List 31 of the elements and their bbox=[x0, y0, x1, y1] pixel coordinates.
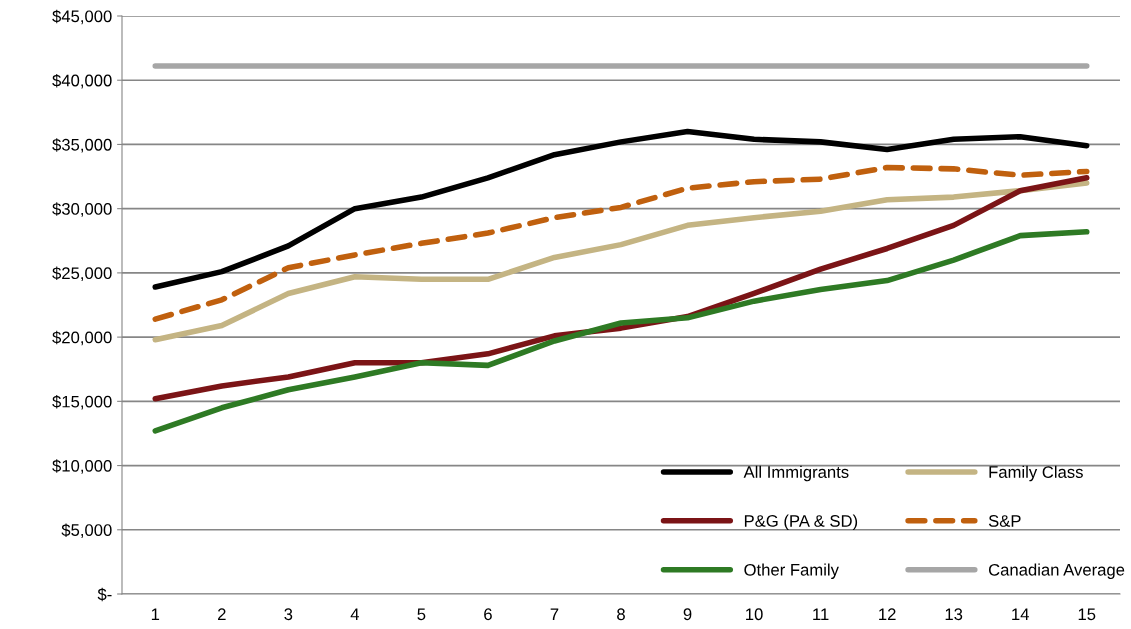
x-tick-label: 7 bbox=[550, 608, 559, 620]
y-tick-label: $25,000 bbox=[52, 266, 112, 282]
x-tick-label: 2 bbox=[218, 608, 226, 620]
x-tick-label: 4 bbox=[350, 608, 360, 620]
y-tick-label: $20,000 bbox=[52, 330, 112, 346]
y-tick-label: $- bbox=[97, 587, 112, 602]
x-tick-label: 8 bbox=[617, 608, 625, 621]
y-tick-label: $15,000 bbox=[52, 395, 112, 410]
y-tick-label: $35,000 bbox=[52, 138, 112, 153]
x-tick-label: 3 bbox=[284, 608, 293, 621]
y-tick-label: $5,000 bbox=[61, 523, 112, 538]
x-tick-label: 11 bbox=[813, 608, 829, 620]
y-tick-label: $10,000 bbox=[52, 459, 112, 474]
legend-label: All Immigrants bbox=[743, 465, 849, 482]
legend-label: Family Class bbox=[989, 465, 1083, 482]
x-tick-label: 12 bbox=[879, 608, 896, 620]
legend-label: Canadian Average bbox=[988, 563, 1125, 579]
y-tick-label: $40,000 bbox=[52, 73, 112, 89]
x-tick-label: 6 bbox=[484, 608, 492, 621]
x-tick-label: 5 bbox=[417, 608, 426, 621]
legend-label: Other Family bbox=[744, 563, 839, 579]
legend-label: P&G (PA & SD) bbox=[744, 514, 858, 531]
y-tick-label: $30,000 bbox=[52, 202, 112, 217]
x-tick-label: 9 bbox=[683, 608, 692, 621]
x-tick-label: 14 bbox=[1012, 608, 1029, 620]
x-tick-label: 10 bbox=[746, 608, 763, 621]
x-tick-label: 1 bbox=[151, 608, 160, 620]
x-tick-label: 13 bbox=[945, 608, 963, 621]
y-tick-label: $45,000 bbox=[52, 9, 112, 25]
x-tick-label: 15 bbox=[1078, 608, 1096, 621]
legend-label: S&P bbox=[988, 515, 1021, 527]
